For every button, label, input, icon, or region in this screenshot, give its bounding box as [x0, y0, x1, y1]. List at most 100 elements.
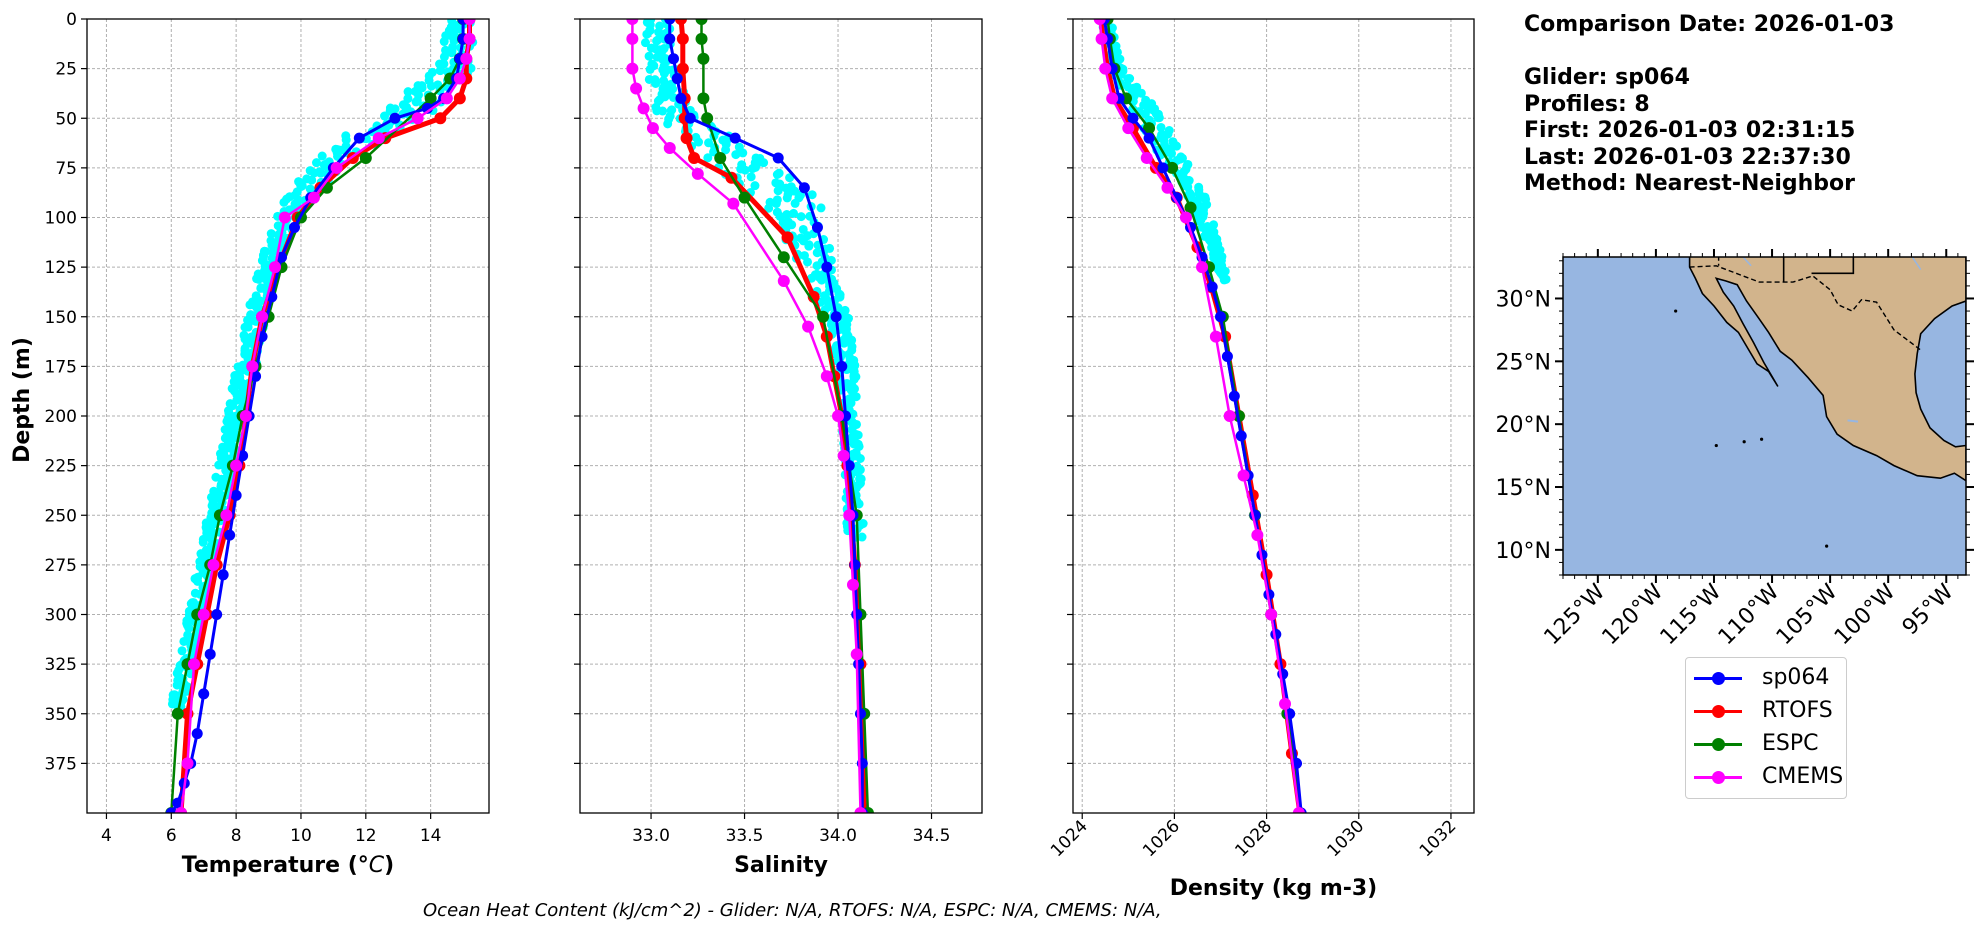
- temperature-point-cmems: [230, 459, 243, 472]
- density-point-sp064: [1206, 281, 1218, 293]
- temperature-series-line-sp064: [170, 19, 465, 813]
- temperature-point-sp064: [250, 370, 262, 382]
- salinity-plot-area: [626, 19, 874, 813]
- temperature-ytick-label: 275: [45, 556, 77, 576]
- temperature-point-rtofs: [453, 92, 466, 105]
- legend-label-sp064: sp064: [1762, 665, 1830, 690]
- density-point-cmems: [1196, 261, 1209, 274]
- salinity-series-line-espc: [700, 19, 870, 813]
- salinity-point-cmems: [727, 197, 740, 210]
- map-lon-label: 115°W: [1656, 579, 1727, 650]
- salinity-point-cmems: [832, 410, 845, 422]
- salinity-raw-point: [772, 169, 782, 179]
- salinity-raw-point: [812, 261, 822, 271]
- temperature-point-cmems: [460, 52, 473, 65]
- map-lon-label: 95°W: [1898, 579, 1959, 640]
- temperature-point-espc: [359, 151, 372, 164]
- temperature-raw-point: [390, 104, 400, 114]
- salinity-raw-cloud: [640, 19, 868, 542]
- temperature-point-cmems: [181, 757, 194, 770]
- comparison-date: Comparison Date: 2026-01-03: [1524, 12, 1895, 37]
- salinity-point-cmems: [626, 19, 639, 25]
- temperature-plot-area: [165, 19, 478, 813]
- temperature-point-cmems: [246, 360, 259, 373]
- salinity-point-sp064: [854, 708, 866, 720]
- salinity-point-sp064: [684, 112, 696, 124]
- temperature-raw-point: [198, 537, 208, 547]
- salinity-point-rtofs: [688, 151, 701, 164]
- salinity-point-rtofs: [781, 231, 794, 244]
- salinity-point-cmems: [630, 82, 643, 95]
- salinity-raw-point: [642, 29, 652, 39]
- density-xtick-label: 1032: [1416, 816, 1461, 861]
- salinity-point-cmems: [843, 509, 856, 522]
- density-point-sp064: [1228, 390, 1240, 402]
- footer-text: Ocean Heat Content (kJ/cm^2) - Glider: N…: [423, 900, 1162, 921]
- salinity-point-cmems: [854, 807, 867, 813]
- temperature-axis-label-unit: C: [369, 853, 385, 878]
- temperature-raw-point: [319, 160, 329, 170]
- density-point-cmems: [1095, 32, 1108, 45]
- temperature-raw-point: [309, 168, 319, 178]
- temperature-point-cmems: [269, 261, 282, 274]
- density-point-cmems: [1093, 19, 1106, 25]
- salinity-point-sp064: [675, 92, 687, 104]
- salinity-raw-point: [790, 198, 800, 208]
- map-lake: [1847, 419, 1859, 423]
- temperature-point-sp064: [230, 489, 242, 501]
- temperature-ytick-label: 250: [45, 506, 77, 526]
- temperature-raw-point: [184, 623, 194, 633]
- salinity-point-cmems: [663, 142, 676, 155]
- salinity-raw-point: [839, 338, 849, 348]
- salinity-raw-point: [796, 212, 806, 222]
- temperature-point-cmems: [278, 211, 291, 224]
- temperature-axis-label-text: Temperature (°: [182, 853, 369, 878]
- salinity-point-sp064: [798, 182, 810, 194]
- temperature-raw-point: [316, 168, 326, 178]
- salinity-raw-point: [855, 453, 865, 463]
- map-lon-label: 105°W: [1772, 579, 1843, 650]
- salinity-raw-point: [750, 181, 760, 191]
- temperature-point-cmems: [453, 72, 466, 85]
- density-point-cmems: [1099, 62, 1112, 75]
- salinity-point-cmems: [626, 62, 639, 75]
- temperature-raw-point: [307, 175, 317, 185]
- temperature-point-cmems: [307, 191, 320, 204]
- density-point-cmems: [1279, 697, 1292, 710]
- temperature-ytick-label: 50: [55, 109, 77, 129]
- salinity-point-sp064: [772, 152, 784, 164]
- density-xtick-label: 1026: [1139, 816, 1184, 861]
- salinity-series-line-sp064: [668, 19, 864, 813]
- density-point-sp064: [1235, 430, 1247, 442]
- temperature-point-sp064: [288, 221, 300, 233]
- salinity-xtick-label: 34.0: [819, 826, 857, 846]
- map-lat-label: 15°N: [1496, 476, 1551, 501]
- temperature-raw-point: [380, 111, 390, 121]
- salinity-point-cmems: [637, 102, 650, 115]
- salinity-point-rtofs: [674, 19, 687, 25]
- salinity-raw-point: [738, 148, 748, 158]
- density-point-sp064: [1157, 162, 1169, 174]
- temperature-raw-point: [439, 52, 449, 62]
- map-island: [1674, 309, 1678, 313]
- temperature-point-sp064: [211, 609, 223, 620]
- temperature-raw-point: [167, 699, 177, 709]
- temperature-point-cmems: [197, 608, 210, 621]
- salinity-raw-point: [807, 190, 817, 200]
- salinity-point-sp064: [729, 132, 741, 144]
- salinity-raw-point: [740, 165, 750, 175]
- salinity-point-cmems: [691, 167, 704, 180]
- salinity-point-cmems: [850, 648, 863, 661]
- salinity-raw-point: [787, 220, 797, 230]
- map-island: [1825, 544, 1829, 548]
- temperature-ytick-label: 300: [45, 606, 77, 626]
- density-point-cmems: [1223, 410, 1236, 422]
- density-raw-cloud: [1098, 19, 1231, 285]
- salinity-point-espc: [714, 151, 727, 164]
- info-spacer: ​: [1524, 39, 1894, 66]
- density-raw-point: [1156, 122, 1166, 132]
- salinity-point-cmems: [846, 578, 859, 591]
- salinity-point-espc: [701, 112, 714, 125]
- temperature-raw-point: [403, 94, 413, 104]
- density-raw-point: [1172, 155, 1182, 165]
